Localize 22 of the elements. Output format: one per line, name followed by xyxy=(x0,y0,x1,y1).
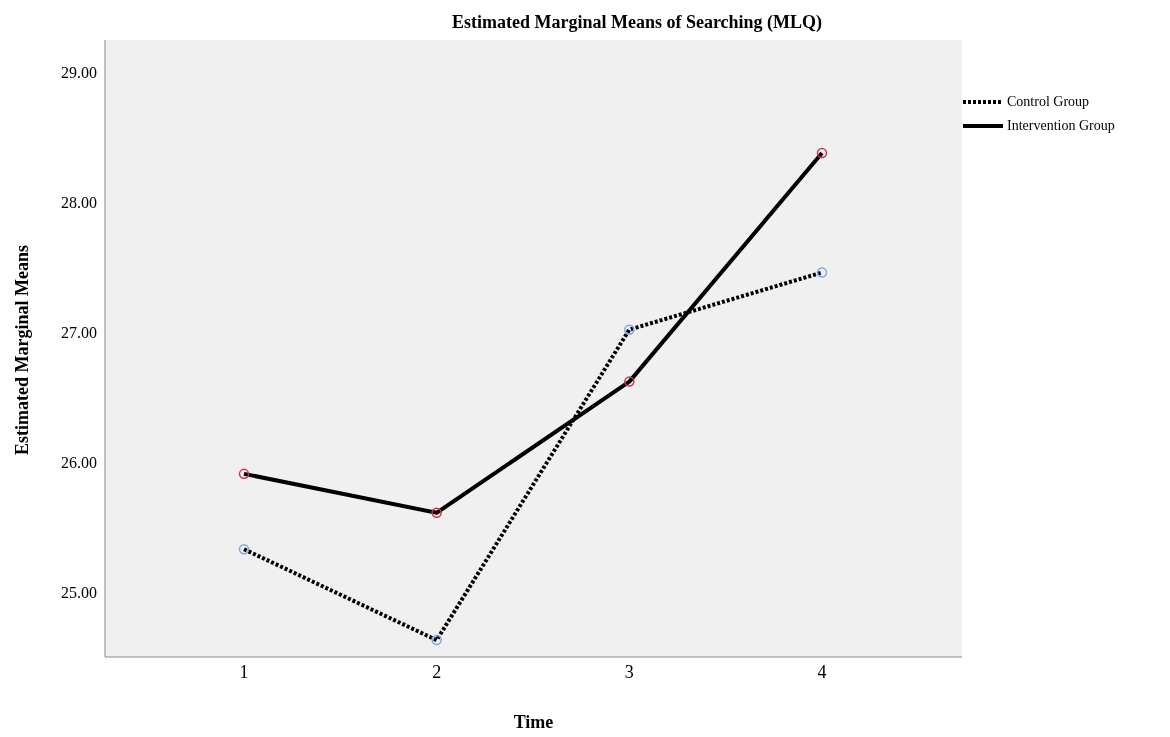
x-tick-label: 4 xyxy=(817,661,827,682)
point xyxy=(238,543,250,555)
y-tick-label: 29.00 xyxy=(61,64,97,82)
x-tick-label: 2 xyxy=(432,661,442,682)
y-tick-label: 27.00 xyxy=(61,323,97,341)
y-tick-label: 26.00 xyxy=(61,453,97,471)
point xyxy=(624,324,635,335)
point xyxy=(816,147,828,159)
x-tick-label: 3 xyxy=(624,661,634,682)
y-axis-title: Estimated Marginal Means xyxy=(11,245,33,455)
legend-label: Intervention Group xyxy=(1007,118,1115,134)
point xyxy=(431,507,442,519)
point xyxy=(238,468,250,480)
point xyxy=(624,376,635,387)
y-tick-label: 25.00 xyxy=(61,583,97,601)
x-tick-label: 1 xyxy=(239,661,249,682)
point xyxy=(431,634,442,646)
chart-title: Estimated Marginal Means of Searching (MLQ) xyxy=(450,12,824,33)
point xyxy=(816,267,828,278)
legend-label: Control Group xyxy=(1007,94,1090,110)
y-tick-label: 28.00 xyxy=(61,194,97,212)
x-axis-title: Time xyxy=(512,712,555,733)
